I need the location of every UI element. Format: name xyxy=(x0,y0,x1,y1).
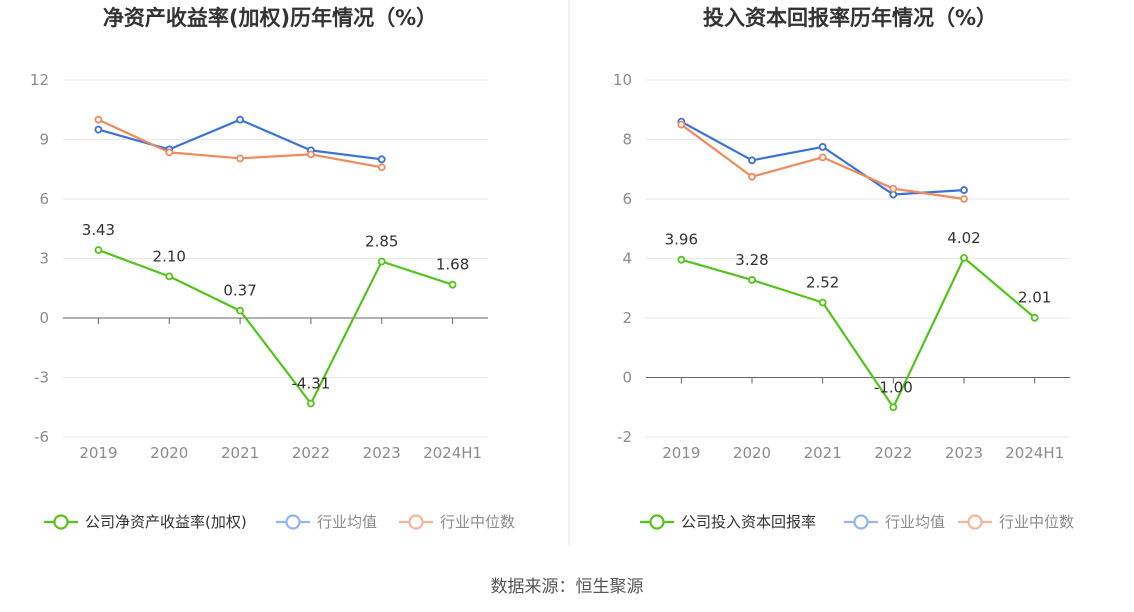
y-tick-label: 6 xyxy=(39,190,49,208)
data-point-company xyxy=(748,276,756,284)
y-tick-label: 4 xyxy=(622,250,632,268)
data-point-company xyxy=(236,306,244,315)
data-label: 2.52 xyxy=(806,274,839,292)
data-point-industry_avg xyxy=(748,156,756,165)
x-tick-label: 2019 xyxy=(79,444,117,462)
y-tick-label: 0 xyxy=(39,309,49,327)
source-note: 数据来源：恒生聚源 xyxy=(491,577,644,597)
data-label: 3.43 xyxy=(82,221,115,239)
roe-chart: 净资产收益率(加权)历年情况（%） 12 9 6 3 0 -3 -6 2019 2020 2021 2… xyxy=(30,6,515,531)
legend-label: 行业均值 xyxy=(885,513,945,531)
data-point-company xyxy=(960,254,968,262)
data-label: -4.31 xyxy=(292,374,331,392)
x-tick-label: 2022 xyxy=(874,444,912,462)
chart-title: 净资产收益率(加权)历年情况（%） xyxy=(103,6,437,30)
series-line-industry_median xyxy=(680,123,965,201)
legend-swatch-marker xyxy=(967,514,983,530)
data-point-industry_avg xyxy=(960,186,968,194)
y-tick-label: 3 xyxy=(39,250,49,268)
data-point-company xyxy=(677,255,686,264)
data-point-company xyxy=(377,257,386,266)
data-point-company xyxy=(889,403,898,412)
series-line-company xyxy=(680,256,1036,409)
data-label: 2.01 xyxy=(1018,289,1051,307)
series-line-company xyxy=(98,248,453,405)
data-point-industry_median xyxy=(889,184,898,193)
data-point-industry_median xyxy=(748,172,756,181)
x-tick-label: 2019 xyxy=(662,444,700,462)
x-tick-label: 2020 xyxy=(733,444,771,462)
data-point-industry_median xyxy=(677,120,686,129)
roic-chart: 投入资本回报率历年情况（%） 10 8 6 4 2 0 -2 2019 2020 2021 2022 2… xyxy=(613,6,1074,531)
data-point-company xyxy=(307,399,315,408)
data-point-industry_median xyxy=(236,154,244,163)
data-point-industry_median xyxy=(165,148,174,157)
legend-label: 行业中位数 xyxy=(999,513,1074,531)
y-tick-label: -6 xyxy=(34,428,49,446)
data-label: 3.96 xyxy=(665,231,698,249)
x-tick-label: 2023 xyxy=(945,444,983,462)
data-label: 3.28 xyxy=(735,251,768,269)
x-tick-label: 2020 xyxy=(150,444,188,462)
data-point-industry_avg xyxy=(377,155,386,164)
data-label: 2.10 xyxy=(153,247,186,265)
x-tick-label: 2021 xyxy=(804,444,842,462)
legend-label: 行业中位数 xyxy=(440,513,515,531)
data-point-industry_median xyxy=(960,195,968,203)
legend-swatch-marker xyxy=(285,514,301,530)
legend-label: 公司净资产收益率(加权) xyxy=(85,513,247,531)
data-point-company xyxy=(448,280,457,289)
y-tick-label: -3 xyxy=(34,369,49,387)
data-point-industry_median xyxy=(94,115,103,124)
y-tick-label: 10 xyxy=(613,71,632,89)
y-tick-label: -2 xyxy=(617,428,632,446)
y-tick-label: 2 xyxy=(622,309,632,327)
data-point-industry_median xyxy=(818,153,827,162)
legend-swatch-marker xyxy=(408,514,424,530)
data-point-industry_median xyxy=(377,163,386,172)
data-point-industry_avg xyxy=(94,125,103,134)
chart-title: 投入资本回报率历年情况（%） xyxy=(703,6,997,30)
legend-swatch-marker xyxy=(649,514,665,530)
legend-swatch-marker xyxy=(853,514,869,530)
y-tick-label: 9 xyxy=(39,131,49,149)
x-tick-label: 2023 xyxy=(363,444,401,462)
y-tick-label: 6 xyxy=(622,190,632,208)
x-tick-label: 2024H1 xyxy=(1005,444,1064,462)
x-tick-label: 2022 xyxy=(292,444,330,462)
data-label: 2.85 xyxy=(365,232,398,250)
legend-swatch-marker xyxy=(53,514,69,530)
data-point-industry_avg xyxy=(236,115,244,124)
data-label: 4.02 xyxy=(947,229,980,247)
legend-label: 公司投入资本回报率 xyxy=(681,513,816,531)
y-tick-label: 8 xyxy=(622,131,632,149)
data-point-company xyxy=(165,272,174,281)
x-tick-label: 2021 xyxy=(221,444,259,462)
data-label: -1.00 xyxy=(874,378,913,396)
data-point-company xyxy=(818,298,827,307)
data-label: 1.68 xyxy=(436,256,469,274)
data-point-industry_avg xyxy=(818,143,827,151)
data-label: 0.37 xyxy=(223,282,256,300)
data-point-industry_median xyxy=(307,150,315,159)
x-tick-label: 2024H1 xyxy=(423,444,482,462)
data-point-company xyxy=(1030,313,1039,322)
legend-label: 行业均值 xyxy=(317,513,377,531)
y-tick-label: 12 xyxy=(30,71,49,89)
y-tick-label: 0 xyxy=(622,369,632,387)
data-point-company xyxy=(94,246,103,254)
